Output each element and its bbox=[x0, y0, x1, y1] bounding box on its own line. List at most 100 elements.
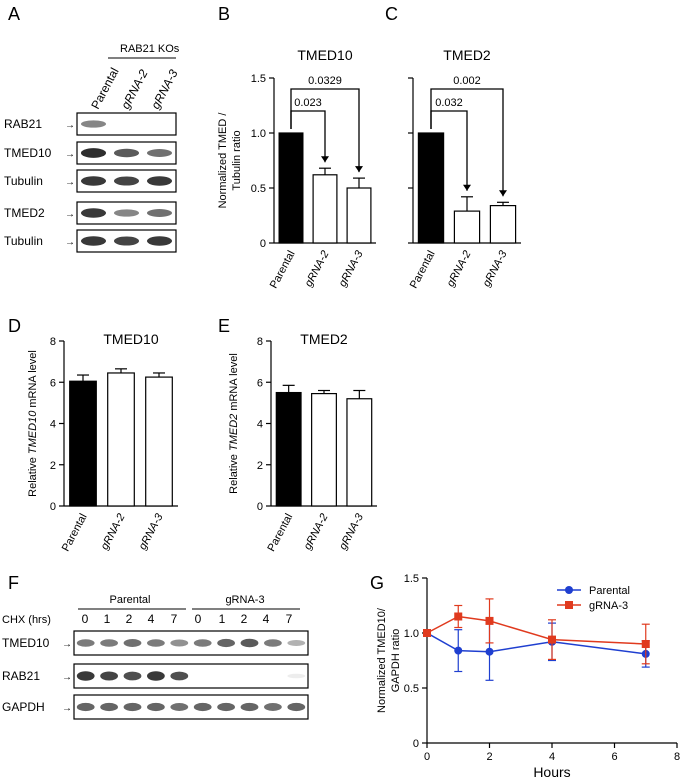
data-point-grna-3 bbox=[548, 635, 556, 644]
x-tick-label: gRNA-2 bbox=[445, 249, 474, 289]
blot-f-row-band bbox=[147, 639, 165, 647]
y-tick-label: 2 bbox=[257, 460, 263, 472]
p-value-label: 0.0329 bbox=[308, 75, 342, 87]
y-tick-label: 4 bbox=[50, 419, 56, 431]
x-axis-label: Hours bbox=[533, 764, 570, 777]
blot-f-row-band bbox=[170, 703, 189, 711]
blot-f-row-band bbox=[240, 702, 259, 712]
blot-f-row-arrow: → bbox=[62, 639, 72, 650]
x-tick-label: gRNA-3 bbox=[337, 511, 366, 552]
x-tick-label: 4 bbox=[549, 751, 555, 763]
data-point-grna-3 bbox=[641, 640, 650, 648]
blot-f-cond-label: CHX (hrs) bbox=[2, 614, 51, 626]
blot-f-row-band bbox=[100, 702, 118, 712]
legend-marker bbox=[565, 586, 573, 594]
panel-letter-b: B bbox=[218, 4, 230, 24]
blot-f-row-band bbox=[193, 639, 212, 647]
blot-f-row-arrow: → bbox=[62, 672, 72, 683]
x-tick-label: gRNA-2 bbox=[303, 249, 332, 289]
chart-title: TMED10 bbox=[297, 47, 352, 63]
x-tick-label: gRNA-3 bbox=[481, 248, 510, 289]
blot-f-row-band bbox=[264, 639, 282, 647]
y-axis-label: Tubulin ratio bbox=[231, 130, 243, 190]
panel-letter-g: G bbox=[370, 573, 384, 593]
blot-a-row-band bbox=[146, 176, 173, 186]
x-tick-label: Parental bbox=[60, 512, 90, 554]
chart-title: TMED2 bbox=[443, 47, 491, 63]
blot-f-row-band bbox=[76, 702, 95, 712]
x-tick-label: gRNA-2 bbox=[99, 512, 128, 552]
chart-title: TMED2 bbox=[300, 331, 348, 347]
bar-grna-3 bbox=[145, 376, 173, 507]
blot-a-row-band bbox=[80, 236, 107, 246]
bracket-arrowhead bbox=[499, 190, 507, 197]
y-tick-label: 4 bbox=[257, 419, 263, 431]
blot-f-timepoint: 1 bbox=[104, 612, 111, 626]
x-tick-label: gRNA-3 bbox=[337, 248, 366, 289]
bar-grna-3 bbox=[346, 187, 372, 244]
blot-f-row-band bbox=[76, 639, 95, 647]
data-point-grna-3 bbox=[454, 612, 463, 621]
bar-parental bbox=[69, 380, 97, 507]
blot-f-row-band bbox=[76, 671, 95, 681]
y-axis-label: Relative TMED2 mRNA level bbox=[228, 353, 240, 494]
legend-marker bbox=[565, 601, 573, 609]
blot-a-row-band bbox=[80, 120, 107, 128]
y-tick-label: 1.5 bbox=[251, 73, 266, 85]
panel-letter-c: C bbox=[385, 4, 398, 24]
x-tick-label: gRNA-3 bbox=[137, 511, 166, 552]
blot-f-row-band bbox=[170, 671, 189, 681]
bar-grna-2 bbox=[107, 372, 135, 507]
y-tick-label: 2 bbox=[50, 460, 56, 472]
blot-f-row-band bbox=[264, 703, 282, 711]
blot-f-row-band bbox=[100, 639, 118, 647]
blot-f-row-band bbox=[170, 639, 189, 647]
panel-letter-d: D bbox=[8, 316, 21, 336]
blot-a-group-label: RAB21 KOs bbox=[120, 43, 180, 55]
bar-grna-3 bbox=[346, 398, 373, 507]
significance-bracket bbox=[430, 88, 504, 197]
blot-a-row-arrow: → bbox=[65, 120, 75, 131]
blot-a-row-label: Tubulin bbox=[4, 174, 43, 188]
y-tick-label: 6 bbox=[257, 377, 263, 389]
bar-chart-c: TMED2 Parental gRNA-2 gRNA-3 0.032 0.002 bbox=[408, 47, 521, 291]
bar-parental bbox=[278, 132, 304, 244]
blot-f-row-label: GAPDH bbox=[2, 700, 45, 714]
bar-chart-b: TMED10 0 0.5 1.0 1.5 Parental gRNA-2 gRNA-3 0.02… bbox=[217, 47, 376, 291]
y-axis-label: Relative TMED10 mRNA level bbox=[27, 350, 39, 497]
blot-a-row-arrow: → bbox=[65, 177, 75, 188]
x-tick-label: Parental bbox=[265, 512, 295, 554]
y-tick-label: 0.5 bbox=[251, 183, 266, 195]
y-axis-label: Normalized TMED10/ bbox=[376, 607, 388, 713]
y-tick-label: 0 bbox=[413, 738, 419, 750]
blot-a-row-band bbox=[113, 148, 140, 158]
x-tick-label: 8 bbox=[674, 751, 680, 763]
blot-a-row-band bbox=[146, 236, 173, 246]
bar-parental bbox=[275, 391, 302, 507]
y-tick-label: 0 bbox=[260, 238, 266, 250]
data-point-grna-3 bbox=[485, 616, 494, 625]
blot-a-lane-label: gRNA-3 bbox=[148, 67, 181, 112]
blot-a-row-band bbox=[113, 236, 140, 246]
bar-grna-2 bbox=[312, 174, 338, 244]
y-tick-label: 0.5 bbox=[404, 683, 419, 695]
blot-a-row-arrow: → bbox=[65, 237, 75, 248]
blot-f-timepoint: 4 bbox=[148, 612, 155, 626]
blot-a-row-band bbox=[146, 149, 173, 157]
blot-f-row-label: RAB21 bbox=[2, 669, 40, 683]
blot-f-row-band bbox=[123, 639, 142, 647]
bar-chart-d: TMED10 0 2 4 6 8 Parental gRNA-2 gRNA-3 Relative … bbox=[27, 331, 178, 554]
blot-a-row-band bbox=[80, 176, 107, 186]
bracket-arrowhead bbox=[463, 184, 471, 191]
bracket-arrowhead bbox=[355, 166, 363, 173]
significance-bracket bbox=[290, 88, 360, 173]
legend-label: Parental bbox=[589, 585, 630, 597]
blot-f-row-band bbox=[147, 702, 165, 712]
panel-letter-e: E bbox=[218, 316, 230, 336]
blot-f-row-band bbox=[287, 673, 306, 679]
legend-label: gRNA-3 bbox=[589, 600, 628, 612]
x-tick-label: 0 bbox=[424, 751, 430, 763]
p-value-label: 0.032 bbox=[435, 97, 463, 109]
blot-f-timepoint: 0 bbox=[82, 612, 89, 626]
